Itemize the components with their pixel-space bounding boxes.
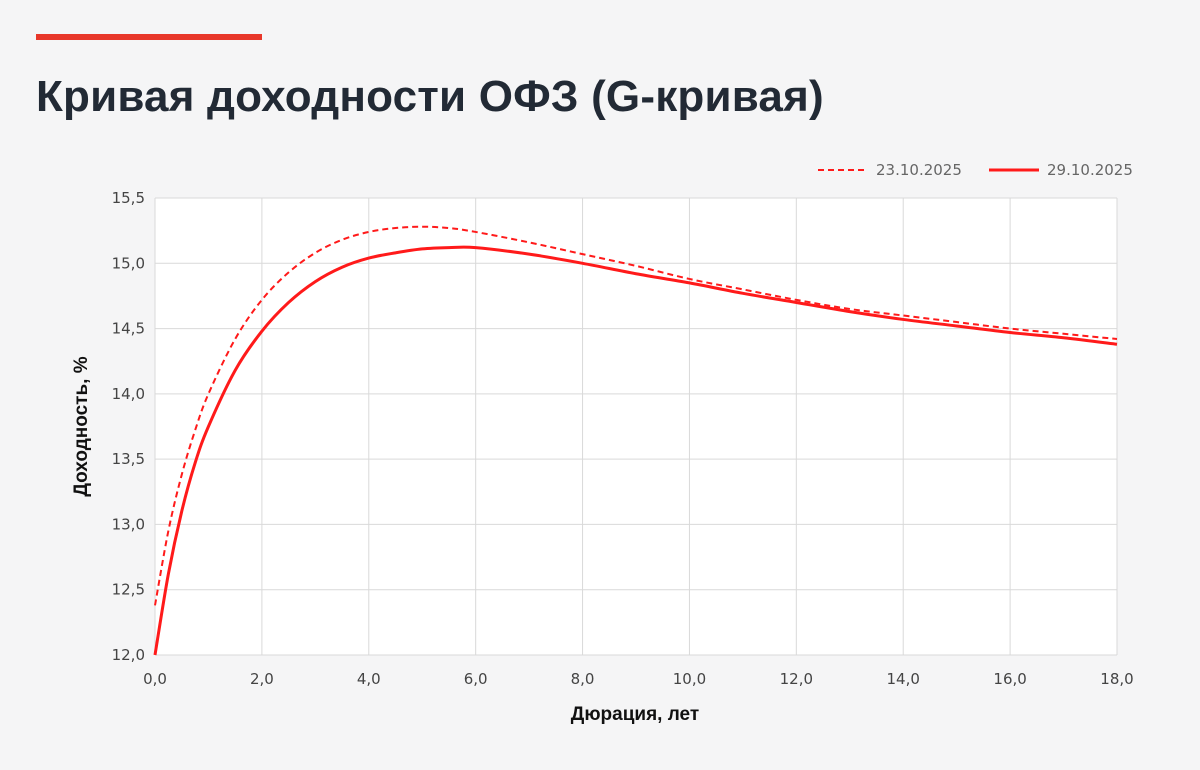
y-tick-label: 12,5 (112, 581, 145, 599)
x-tick-label: 2,0 (250, 670, 274, 688)
y-axis-title: Доходность, % (71, 356, 92, 496)
y-tick-label: 15,5 (112, 189, 145, 207)
y-tick-label: 13,5 (112, 450, 145, 468)
legend-label: 29.10.2025 (1047, 161, 1133, 179)
y-tick-label: 13,0 (112, 515, 145, 533)
plot-area (155, 198, 1117, 655)
x-tick-label: 14,0 (887, 670, 920, 688)
title-accent-bar (36, 34, 262, 40)
series-line-solid (153, 245, 1118, 656)
legend-label: 23.10.2025 (876, 161, 962, 179)
y-tick-label: 14,5 (112, 320, 145, 338)
x-tick-label: 4,0 (357, 670, 381, 688)
x-tick-label: 10,0 (673, 670, 706, 688)
x-axis-title: Дюрация, лет (571, 704, 699, 725)
y-tick-label: 12,0 (112, 646, 145, 664)
x-tick-label: 16,0 (993, 670, 1026, 688)
x-tick-label: 12,0 (780, 670, 813, 688)
x-tick-label: 8,0 (571, 670, 595, 688)
series-line-dashed (154, 225, 1118, 606)
page-title: Кривая доходности ОФЗ (G-кривая) (36, 72, 824, 121)
y-tick-label: 15,0 (112, 254, 145, 272)
y-tick-label: 14,0 (112, 385, 145, 403)
x-tick-label: 6,0 (464, 670, 488, 688)
x-tick-label: 0,0 (143, 670, 167, 688)
x-tick-label: 18,0 (1100, 670, 1133, 688)
